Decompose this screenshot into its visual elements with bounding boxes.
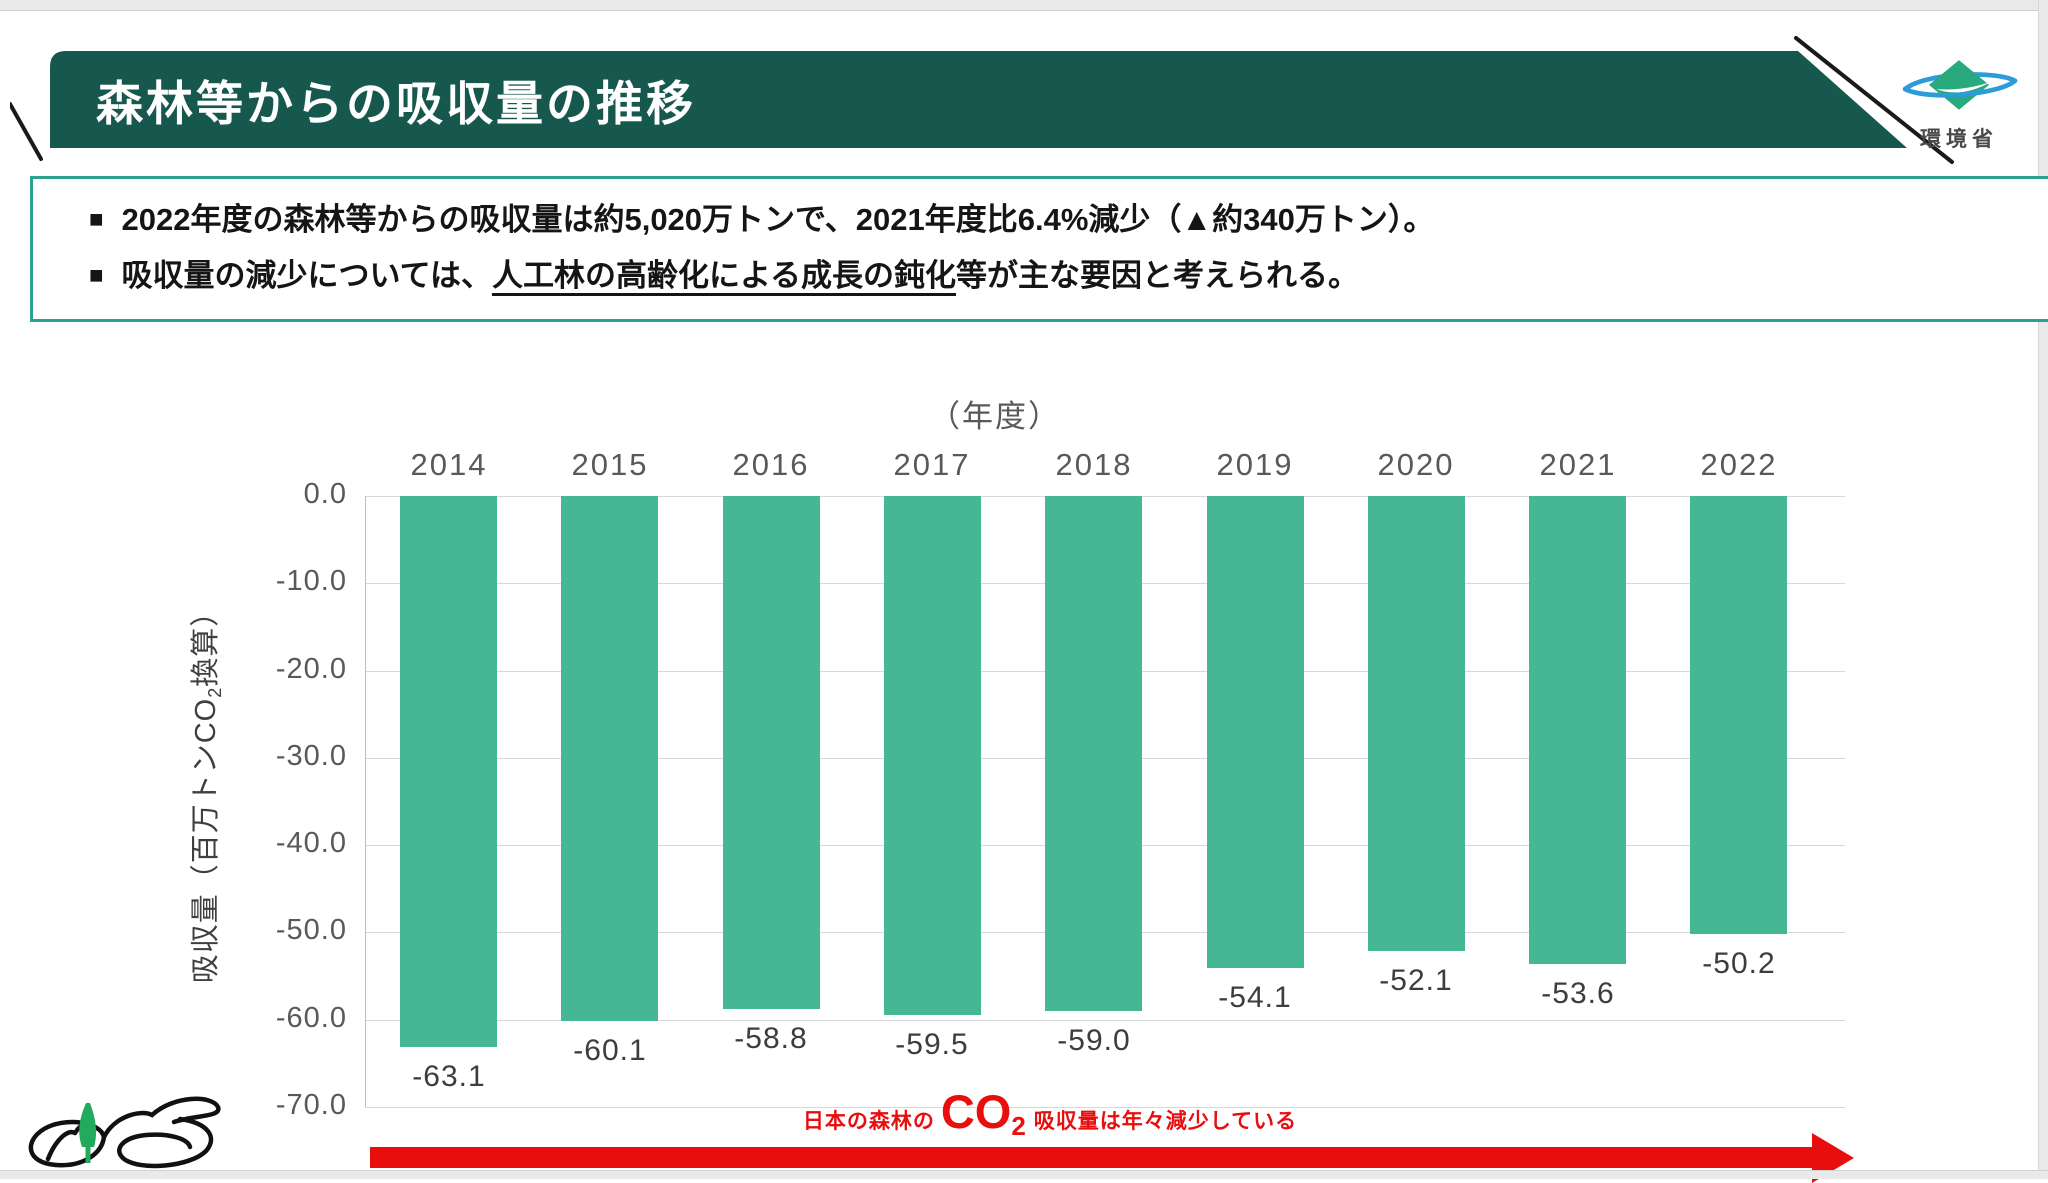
annotation-co: CO xyxy=(940,1085,1012,1138)
banner-diagonal-accent-right xyxy=(1794,36,1954,164)
moe-logo-icon xyxy=(1902,60,2018,110)
chart-title: （年度） xyxy=(929,399,1061,434)
year-label: 2020 xyxy=(1377,447,1455,482)
y-axis-title: 吸収量（百万トンCO2換算） xyxy=(182,575,225,1005)
bar-value-label: -59.0 xyxy=(1057,1024,1131,1057)
bar-value-label: -53.6 xyxy=(1541,977,1615,1010)
right-edge-strip xyxy=(2038,0,2048,1178)
bar-value-label: -60.1 xyxy=(573,1034,647,1067)
summary-box: ■ 2022年度の森林等からの吸収量は約5,020万トンで、2021年度比6.4%… xyxy=(30,176,2048,322)
bar-value-label: -63.1 xyxy=(412,1060,486,1093)
year-label: 2019 xyxy=(1216,447,1294,482)
y-tick-label: -70.0 xyxy=(275,1089,347,1121)
bar-2020 xyxy=(1368,496,1465,951)
bar-value-label: -50.2 xyxy=(1702,947,1776,980)
bar-2016 xyxy=(723,496,820,1009)
plot-area: 0.0 -10.0 -20.0 -30.0 -40.0 -50.0 -60.0 -70.0 20… xyxy=(276,447,1845,1121)
moe-logo-label: 環境省 xyxy=(1920,128,1998,151)
summary-bullet-2: ■ 吸収量の減少については、人工林の高齢化による成長の鈍化等が主な要因と考えられる… xyxy=(89,249,2048,305)
y-tick-label: -30.0 xyxy=(275,740,347,772)
gridline xyxy=(365,1020,1845,1021)
bullet-square-icon: ■ xyxy=(89,206,104,233)
top-edge-strip xyxy=(0,0,2048,11)
y-axis-title-sub: 2 xyxy=(205,686,225,698)
annotation-co-subscript: 2 xyxy=(1011,1111,1026,1141)
bar-2015 xyxy=(561,496,658,1021)
bar-value-label: -54.1 xyxy=(1218,981,1292,1014)
bottom-edge-strip xyxy=(0,1170,2048,1179)
bar-value-label: -58.8 xyxy=(734,1022,808,1055)
banner-shape xyxy=(50,51,1907,148)
bar-2022 xyxy=(1690,496,1787,934)
title-banner xyxy=(10,36,1954,164)
y-tick-label: -60.0 xyxy=(275,1002,347,1034)
slide-title: 森林等からの吸収量の推移 xyxy=(96,77,696,130)
bar-2018 xyxy=(1045,496,1142,1011)
bar-2019 xyxy=(1207,496,1304,968)
trend-annotation: 日本の森林の CO 2 吸収量は年々減少している xyxy=(500,1084,1600,1142)
y-tick-label: 0.0 xyxy=(303,478,347,510)
ministry-of-environment-logo: 環境省 xyxy=(1898,58,2020,153)
year-label: 2021 xyxy=(1539,447,1617,482)
mes-logo xyxy=(28,1096,221,1169)
y-tick-label: -10.0 xyxy=(275,565,347,597)
bullet-2-post: 等が主な要因と考えられる。 xyxy=(956,258,1360,293)
annotation-post: 吸収量は年々減少している xyxy=(1033,1110,1298,1133)
year-label: 2018 xyxy=(1055,447,1133,482)
y-axis-line xyxy=(365,496,366,1107)
y-tick-label: -50.0 xyxy=(275,914,347,946)
bullet-2-underlined: 人工林の高齢化による成長の鈍化 xyxy=(491,258,957,293)
y-axis-title-post: 換算） xyxy=(190,596,222,687)
bar-value-label: -59.5 xyxy=(895,1028,969,1061)
bullet-square-icon: ■ xyxy=(89,262,104,289)
year-label: 2015 xyxy=(571,447,649,482)
summary-bullet-1-text: 2022年度の森林等からの吸収量は約5,020万トンで、2021年度比6.4%減… xyxy=(121,202,1435,237)
y-tick-label: -40.0 xyxy=(275,827,347,859)
red-arrow-shaft xyxy=(370,1147,1818,1168)
year-label: 2017 xyxy=(893,447,971,482)
bar-2014 xyxy=(400,496,497,1047)
bar-2021 xyxy=(1529,496,1626,964)
year-label: 2016 xyxy=(732,447,810,482)
bullet-2-pre: 吸収量の減少については、 xyxy=(121,258,492,293)
summary-bullet-2-text: 吸収量の減少については、人工林の高齢化による成長の鈍化等が主な要因と考えられる。 xyxy=(122,258,1360,293)
annotation-pre: 日本の森林の xyxy=(802,1110,935,1133)
gridline xyxy=(365,1107,1845,1108)
y-axis-title-pre: 吸収量（百万トンCO xyxy=(190,697,222,984)
y-tick-label: -20.0 xyxy=(275,653,347,685)
bar-2017 xyxy=(884,496,981,1015)
year-label: 2022 xyxy=(1700,447,1778,482)
banner-diagonal-accent-left xyxy=(10,102,43,161)
summary-bullet-1: ■ 2022年度の森林等からの吸収量は約5,020万トンで、2021年度比6.4%… xyxy=(89,193,2048,249)
year-label: 2014 xyxy=(410,447,488,482)
bar-value-label: -52.1 xyxy=(1379,964,1453,997)
